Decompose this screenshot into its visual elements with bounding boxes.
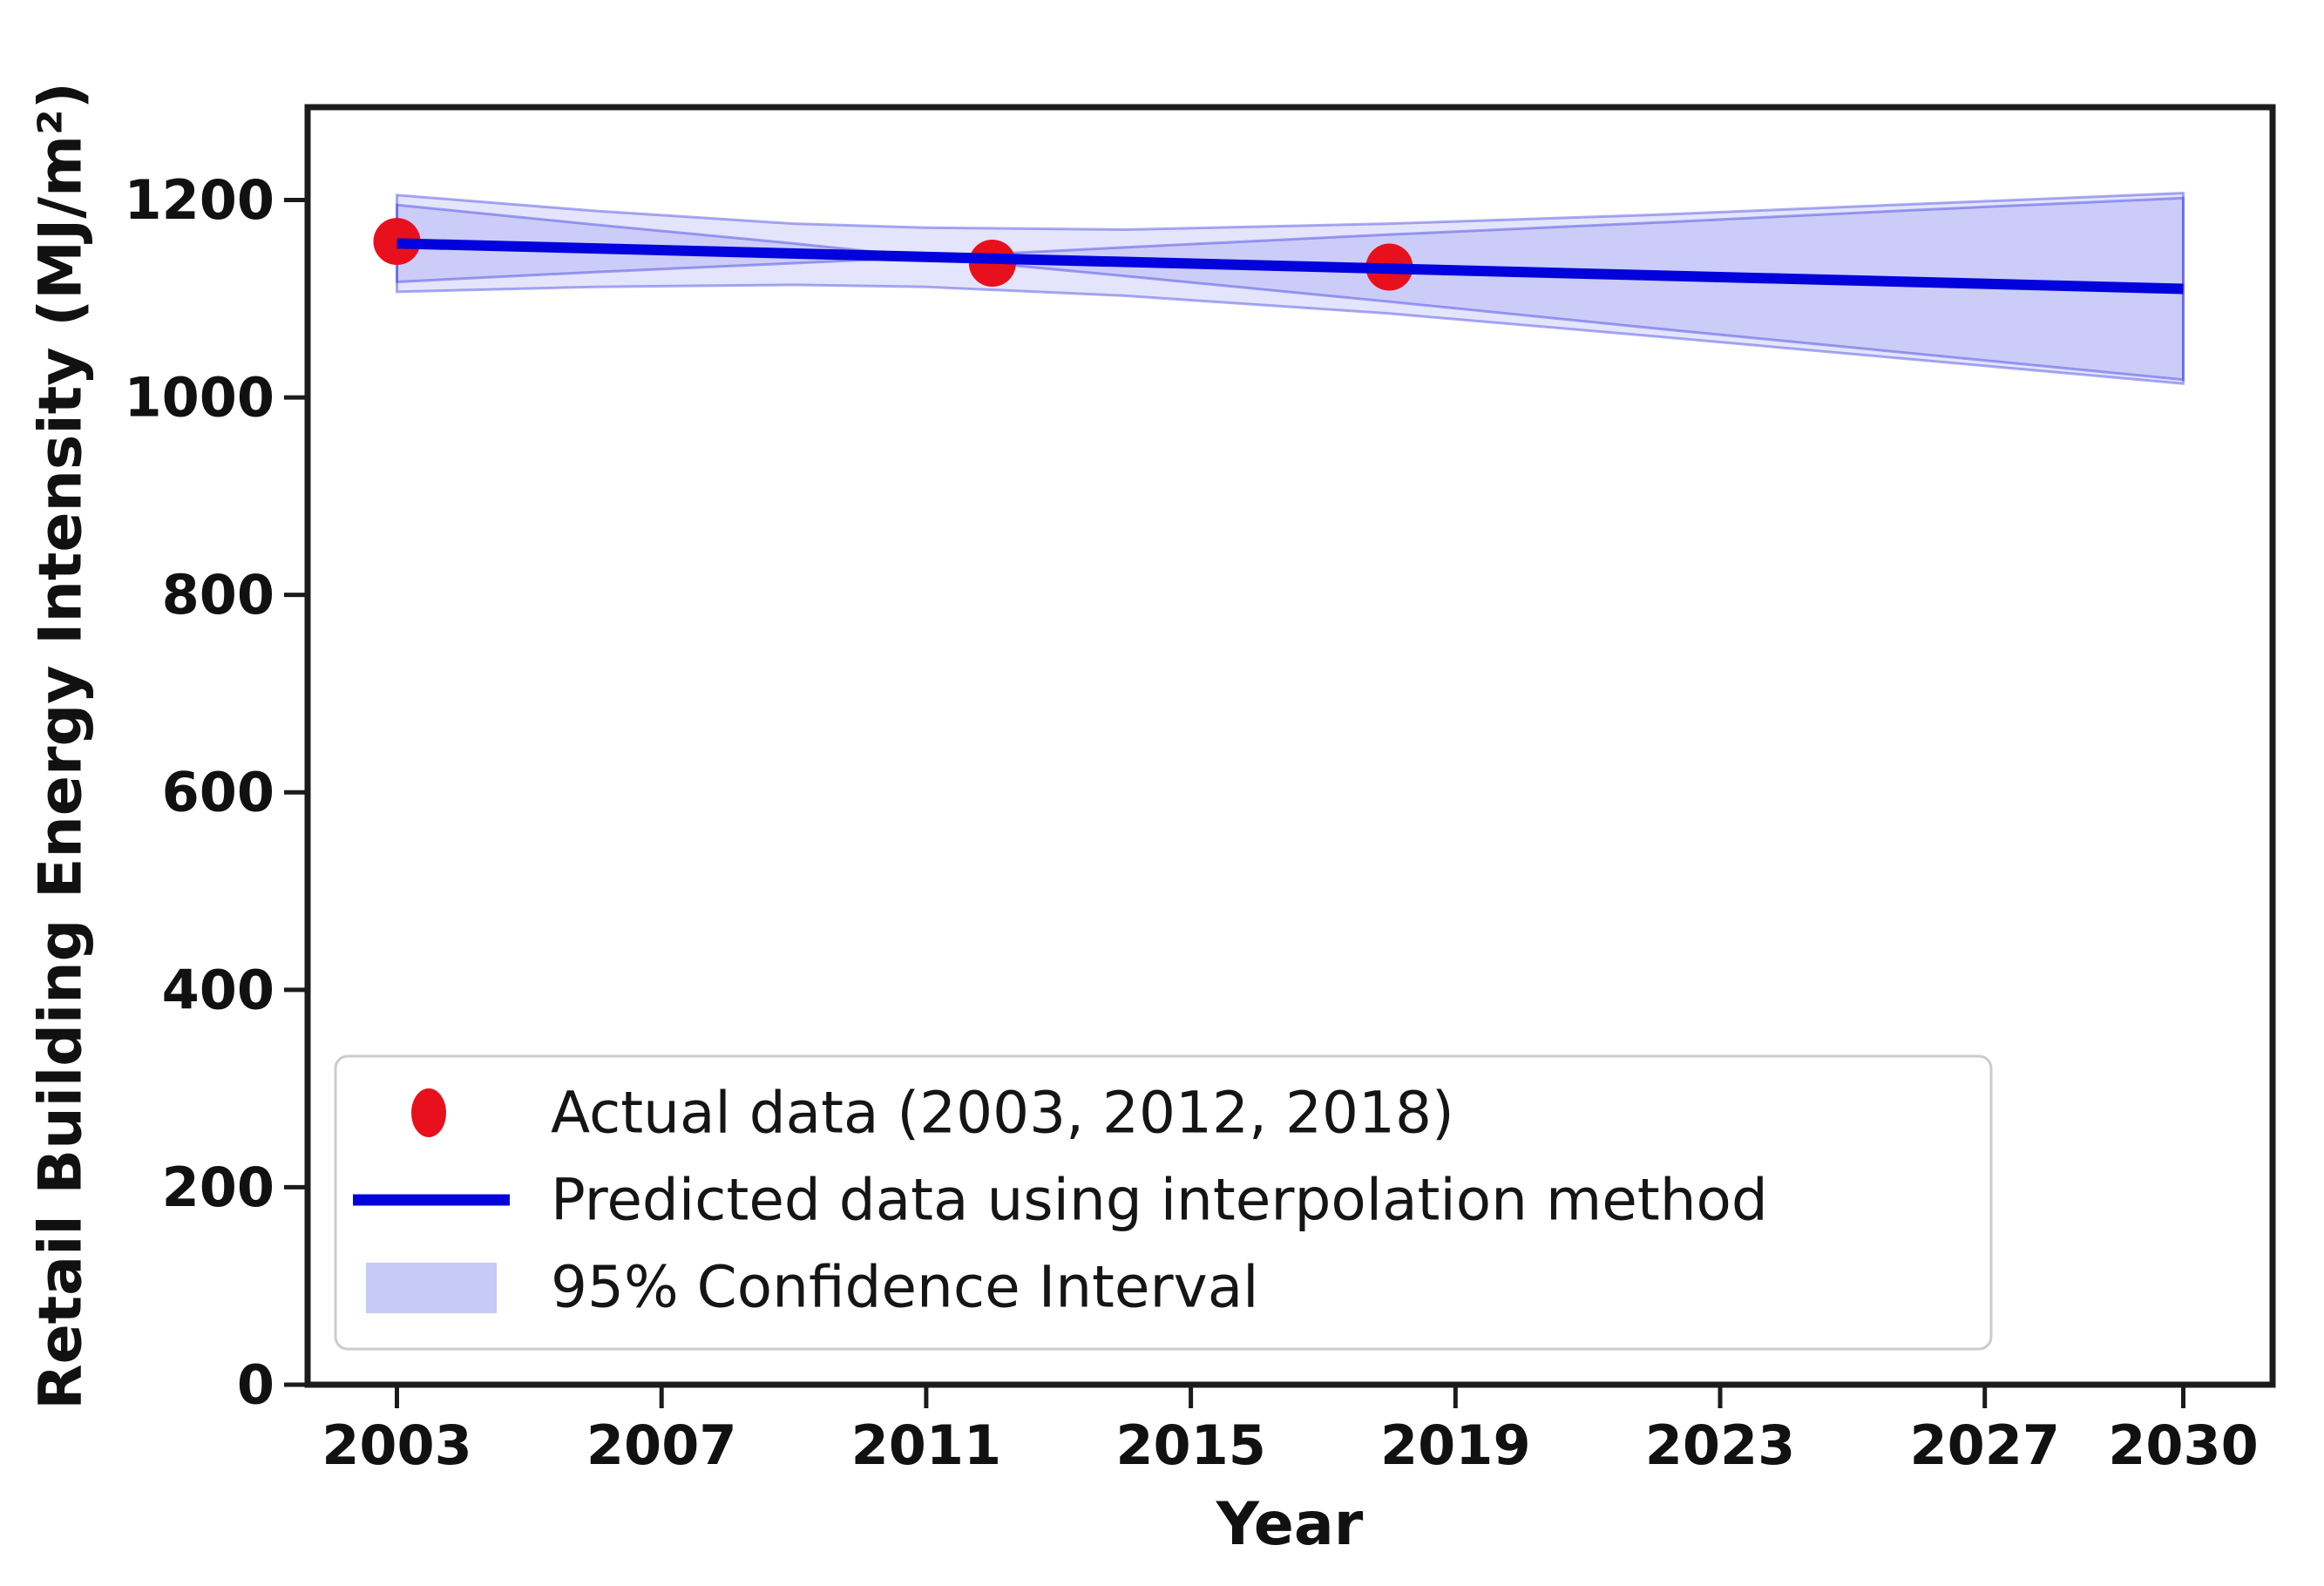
axes-frame xyxy=(304,104,2276,1388)
x-tick-label: 2019 xyxy=(1380,1413,1531,1477)
actual-data-point xyxy=(373,218,421,266)
confidence-band xyxy=(396,192,2185,385)
predicted-line xyxy=(396,238,2184,295)
y-tick-label: 800 xyxy=(162,563,274,627)
legend-marker-actual-dot xyxy=(411,1088,446,1137)
y-tick-label: 200 xyxy=(162,1156,274,1219)
x-tick-label: 2027 xyxy=(1909,1413,2060,1477)
x-axis-label: Year xyxy=(1216,1490,1364,1559)
legend-box xyxy=(334,1054,1993,1351)
x-tick-label: 2023 xyxy=(1645,1413,1796,1477)
y-tick-label: 1200 xyxy=(124,168,274,232)
y-axis-ticks: 0 200 400 600 800 1000 1200 xyxy=(124,168,308,1417)
y-tick-label: 1000 xyxy=(124,366,274,430)
x-tick-label: 2003 xyxy=(322,1413,472,1477)
legend-label-predicted: Predicted data using interpolation metho… xyxy=(551,1167,1768,1234)
legend-label-actual: Actual data (2003, 2012, 2018) xyxy=(551,1080,1454,1147)
x-axis-ticks: 2003 2007 2011 2015 2019 2023 2027 2030 xyxy=(322,1385,2259,1477)
confidence-band-layer xyxy=(396,192,2185,385)
x-tick-label: 2030 xyxy=(2108,1413,2259,1477)
x-tick-label: 2011 xyxy=(851,1413,1002,1477)
y-axis-label: Retail Building Energy Intensity (MJ/m²) xyxy=(27,82,96,1410)
y-tick-label: 400 xyxy=(162,958,274,1021)
x-tick-label: 2015 xyxy=(1115,1413,1266,1477)
y-tick-label: 600 xyxy=(162,761,274,824)
legend-label-ci: 95% Confidence Interval xyxy=(551,1254,1259,1321)
y-tick-label: 0 xyxy=(237,1353,274,1417)
x-tick-label: 2007 xyxy=(586,1413,737,1477)
legend-marker-ci-patch xyxy=(366,1263,497,1313)
line-layer xyxy=(396,238,2184,295)
legend: Actual data (2003, 2012, 2018) Predicted… xyxy=(334,1054,1993,1351)
